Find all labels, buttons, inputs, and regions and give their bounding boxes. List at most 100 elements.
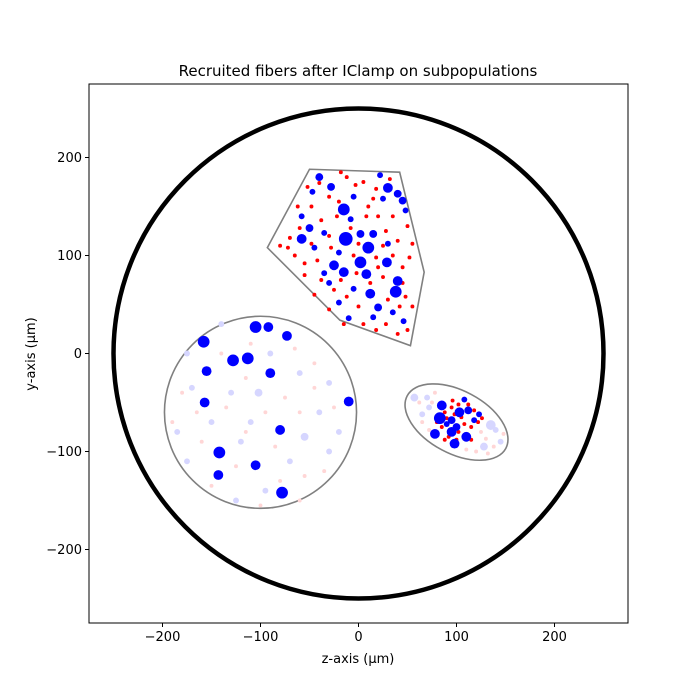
fiber-recruited	[443, 421, 450, 427]
fiber-recruited	[383, 182, 393, 193]
fiber-unrecruited	[419, 411, 426, 418]
fiber-recruited	[275, 425, 285, 435]
fiber-unrecruited	[180, 390, 185, 395]
fiber-recruited	[368, 280, 373, 285]
fiber-recruited	[466, 402, 471, 407]
fiber-recruited	[295, 204, 300, 209]
fiber-recruited	[282, 330, 292, 341]
fiber-recruited	[449, 405, 454, 410]
fiber-recruited	[315, 173, 324, 182]
fiber-recruited	[393, 189, 402, 198]
y-tick-label: −200	[46, 543, 82, 558]
fiber-recruited	[263, 322, 274, 332]
fiber-recruited	[250, 460, 261, 471]
fiber-recruited	[439, 425, 444, 429]
fiber-recruited	[476, 411, 482, 418]
fiber-recruited	[350, 285, 357, 292]
fiber-recruited	[341, 322, 346, 327]
fiber-recruited	[410, 304, 415, 309]
fiber-recruited	[397, 304, 402, 309]
fiber-recruited	[476, 420, 481, 425]
fiber-recruited	[365, 288, 376, 299]
fiber-recruited	[309, 204, 314, 209]
fiber-unrecruited	[297, 410, 302, 415]
fascicle-3	[404, 383, 509, 462]
chart-title: Recruited fibers after IClamp on subpopu…	[179, 62, 538, 80]
fiber-unrecruited	[296, 370, 303, 377]
fiber-recruited	[227, 354, 239, 367]
fiber-unrecruited	[243, 376, 248, 380]
fascicle-outline	[266, 168, 425, 347]
x-tick-label: 200	[542, 630, 567, 645]
fiber-unrecruited	[492, 427, 499, 433]
fiber-recruited	[249, 321, 262, 333]
fiber-unrecruited	[199, 439, 204, 444]
fiber-unrecruited	[316, 409, 323, 416]
fiber-recruited	[480, 416, 484, 421]
fiber-unrecruited	[501, 431, 506, 436]
fiber-recruited	[199, 397, 210, 408]
fiber-unrecruited	[464, 447, 469, 452]
fiber-unrecruited	[326, 448, 333, 455]
fiber-recruited	[343, 396, 354, 407]
fiber-recruited	[302, 273, 307, 278]
fiber-unrecruited	[194, 410, 199, 415]
fiber-unrecruited	[335, 428, 342, 435]
fiber-recruited	[407, 255, 412, 260]
fiber-unrecruited	[208, 419, 215, 426]
fiber-recruited	[395, 331, 400, 336]
fascicle-1	[266, 168, 425, 347]
fiber-unrecruited	[258, 503, 263, 508]
fiber-recruited	[402, 207, 409, 214]
fiber-recruited	[392, 276, 403, 286]
fiber-recruited	[472, 408, 477, 413]
nerve-outline	[111, 106, 606, 601]
x-tick-label: 100	[444, 630, 469, 645]
fiber-unrecruited	[170, 420, 175, 425]
fiber-recruited	[361, 269, 372, 280]
fiber-unrecruited	[426, 404, 432, 411]
fiber-recruited	[348, 226, 353, 231]
fiber-recruited	[327, 233, 332, 238]
x-tick-label: −200	[145, 630, 181, 645]
fiber-unrecruited	[174, 428, 181, 435]
fiber-recruited	[321, 230, 328, 236]
fiber-recruited	[381, 275, 385, 280]
fiber-unrecruited	[273, 444, 278, 449]
fiber-recruited	[329, 260, 339, 271]
fiber-unrecruited	[485, 420, 496, 430]
fiber-unrecruited	[283, 395, 287, 400]
fiber-recruited	[278, 243, 283, 248]
fiber-recruited	[452, 423, 461, 431]
fiber-recruited	[433, 412, 446, 425]
fiber-recruited	[287, 235, 292, 240]
fiber-recruited	[319, 278, 324, 282]
fiber-unrecruited	[228, 389, 235, 396]
fiber-recruited	[298, 213, 305, 220]
fiber-recruited	[380, 195, 386, 202]
fiber-unrecruited	[263, 410, 268, 415]
fiber-unrecruited	[184, 350, 190, 357]
fiber-unrecruited	[474, 449, 479, 454]
fiber-recruited	[400, 318, 407, 325]
fiber-recruited	[384, 240, 391, 247]
fiber-recruited	[317, 181, 322, 185]
fiber-recruited	[311, 244, 318, 251]
fiber-recruited	[442, 437, 447, 442]
fiber-unrecruited	[485, 451, 490, 456]
fiber-recruited	[319, 218, 324, 223]
x-tick-label: 0	[354, 630, 362, 645]
fiber-recruited	[197, 335, 210, 348]
fiber-recruited	[302, 261, 307, 266]
fiber-recruited	[374, 186, 379, 191]
fiber-recruited	[338, 278, 343, 282]
fiber-recruited	[305, 184, 310, 189]
fiber-unrecruited	[237, 438, 244, 445]
fiber-unrecruited	[218, 321, 225, 328]
fiber-recruited	[376, 214, 381, 219]
fiber-recruited	[447, 416, 456, 425]
fiber-recruited	[398, 196, 407, 205]
fiber-recruited	[213, 470, 224, 480]
fiber-recruited	[327, 307, 332, 312]
